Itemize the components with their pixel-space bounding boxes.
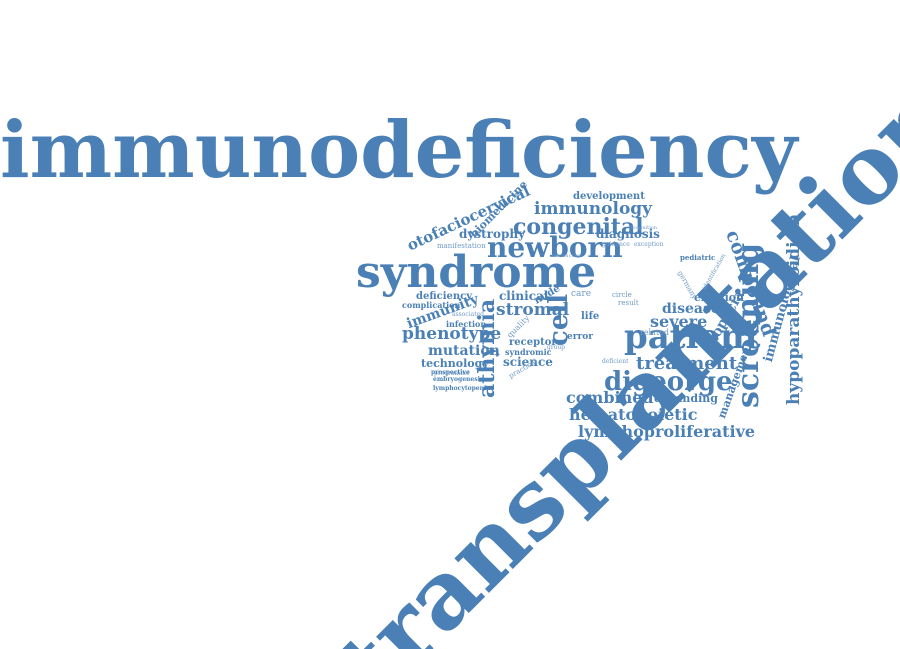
word-lymphoproliferative: lymphoproliferative (578, 422, 756, 441)
word-diagnosis: diagnosis (596, 227, 660, 241)
word-digeorge: digeorge (604, 367, 733, 397)
word-expanding: expanding (654, 392, 718, 405)
word-immunodeficiency: immunodeficiency (0, 105, 798, 196)
word-lymphocytopenia: lymphocytopenia (433, 385, 491, 392)
word-receptor: receptor (509, 337, 557, 348)
word-science: science (503, 355, 553, 369)
word-related: related (640, 328, 669, 337)
word-life: life (581, 311, 600, 322)
word-infection: infection (446, 319, 487, 329)
word-associated: associated (452, 311, 485, 318)
word-development: development (573, 191, 645, 202)
word-treatment: treatment (636, 353, 738, 374)
word-result: result (618, 299, 639, 307)
word-prospective: prospective (431, 369, 470, 376)
word-introduction: introduction (550, 253, 582, 259)
word-phenotype: phenotype (402, 324, 502, 344)
word-programme: programme (434, 370, 470, 377)
word-embryogenesis: embryogenesis (433, 376, 484, 383)
word-disease: disease (662, 301, 720, 317)
word-patient: patient (624, 317, 761, 357)
word-dystrophy: dystrophy (459, 227, 526, 241)
word-complication: complication (402, 300, 461, 310)
word-exception: exception (634, 241, 664, 248)
word-recognition: recognition (628, 225, 658, 231)
word-excision: excision (694, 291, 745, 304)
word-hematopoietic: hematopoietic (569, 405, 698, 424)
word-manifestation: manifestation (437, 242, 486, 250)
word-error: error (567, 332, 593, 342)
word-clinical: clinical (499, 289, 549, 303)
word-stromal: stromal (496, 300, 570, 320)
word-newborn: newborn (487, 231, 623, 264)
word-deficiency: deficiency (416, 291, 473, 302)
word-technology: technology (421, 357, 489, 370)
word-circle: circle (612, 291, 632, 299)
word-mutation: mutation (428, 343, 500, 359)
word-congenital: congenital (513, 214, 644, 240)
word-deficient: deficient (602, 358, 629, 365)
word-immunology: immunology (534, 199, 653, 219)
word-combined: combined (566, 388, 654, 407)
word-care: care (571, 289, 592, 299)
word-group: group (547, 344, 566, 351)
word-guidance: guidance (602, 241, 630, 248)
word-syndromic: syndromic (505, 347, 552, 357)
word-severe: severe (650, 312, 708, 331)
word-syndrome: syndrome (356, 247, 597, 298)
word-pediatric: pediatric (680, 253, 716, 262)
